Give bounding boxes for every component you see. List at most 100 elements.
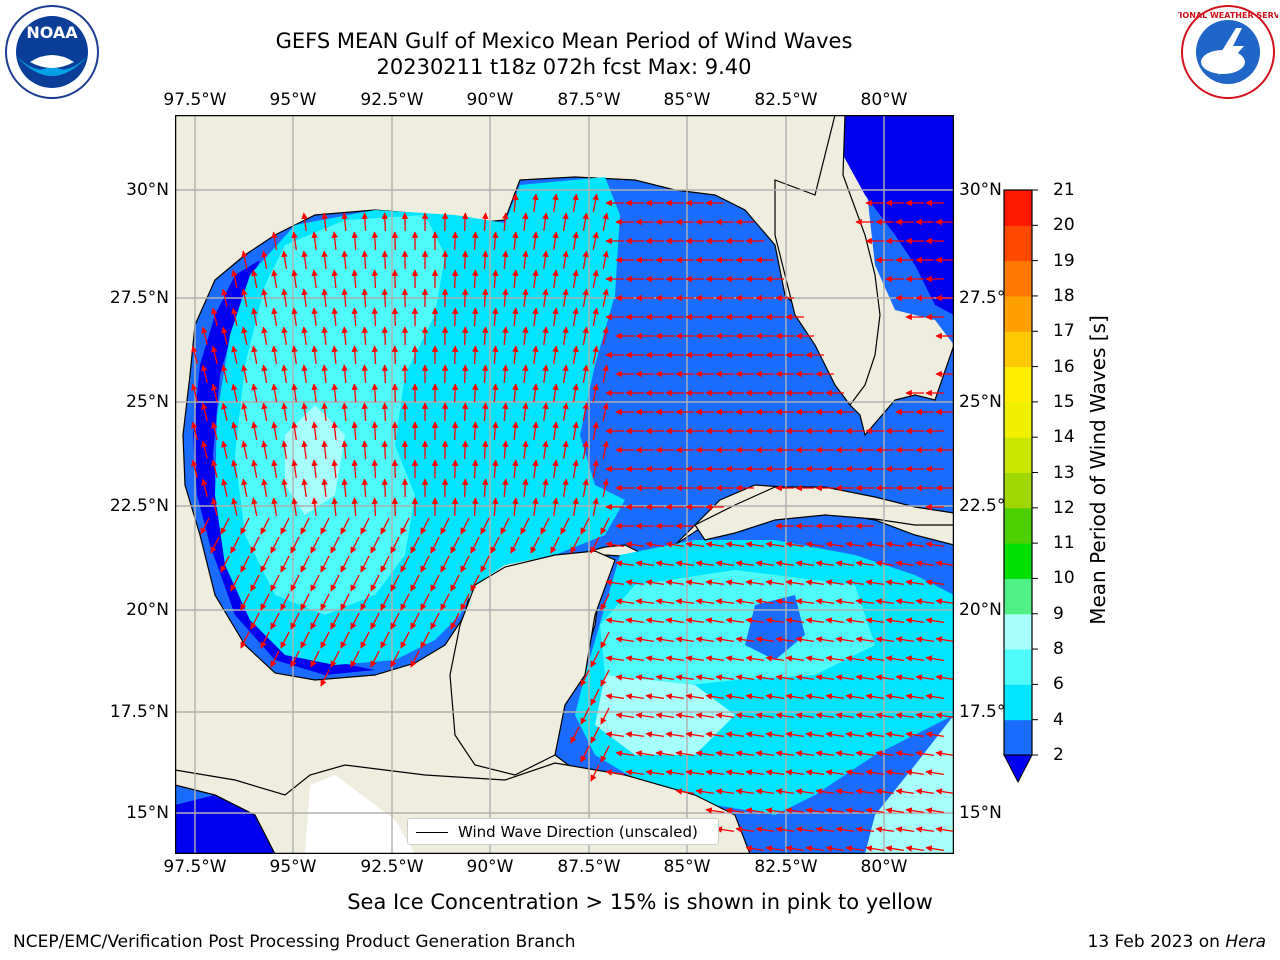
wind-arrow xyxy=(341,402,348,422)
wind-arrow xyxy=(905,617,924,624)
wind-arrow xyxy=(655,636,674,643)
wind-arrow xyxy=(655,712,674,719)
wind-arrow xyxy=(600,669,610,687)
wind-arrow xyxy=(291,497,298,516)
wind-arrow xyxy=(572,497,579,516)
colorbar-tick-label: 15 xyxy=(1053,391,1075,412)
wind-arrow xyxy=(715,788,734,795)
wind-arrow xyxy=(221,478,228,497)
wind-arrow xyxy=(590,764,600,782)
colorbar-tick-label: 6 xyxy=(1053,674,1064,695)
wind-arrow xyxy=(605,655,624,662)
wind-arrow xyxy=(590,650,600,668)
wind-arrow xyxy=(552,231,559,250)
wind-arrow xyxy=(835,636,854,643)
wind-arrow xyxy=(351,345,358,365)
wind-arrow xyxy=(915,674,934,681)
wind-arrow xyxy=(542,326,549,346)
wind-arrow xyxy=(795,788,814,795)
wind-arrow xyxy=(301,288,308,308)
wind-arrow xyxy=(685,541,704,548)
colorbar-tick-label: 21 xyxy=(1053,180,1075,200)
wind-arrow xyxy=(905,579,924,586)
wind-arrow xyxy=(321,364,328,384)
wind-arrow xyxy=(725,541,744,548)
wind-arrow xyxy=(331,459,338,479)
wind-arrow xyxy=(250,574,260,592)
wind-arrow xyxy=(271,307,278,326)
wind-arrow xyxy=(845,579,864,586)
wind-arrow xyxy=(582,364,589,383)
wind-arrow xyxy=(592,383,599,402)
wind-arrow xyxy=(430,536,440,554)
wind-arrow xyxy=(645,579,664,586)
wind-arrow xyxy=(522,250,529,270)
colorbar-extend-arrow xyxy=(1003,754,1033,784)
wind-arrow xyxy=(532,345,539,365)
wind-arrow xyxy=(815,712,834,719)
wind-arrow xyxy=(635,712,654,719)
wind-arrow xyxy=(755,750,774,757)
wind-arrow xyxy=(471,307,479,327)
wind-arrow xyxy=(865,655,884,662)
wind-arrow xyxy=(320,669,330,687)
wind-arrow xyxy=(260,555,270,573)
wind-arrow xyxy=(381,478,389,498)
colorbar-tick-label: 9 xyxy=(1053,603,1064,624)
wind-arrow xyxy=(925,579,944,586)
wind-arrow xyxy=(665,693,684,700)
wind-arrow xyxy=(825,579,844,586)
wind-arrow xyxy=(590,726,600,744)
wind-arrow xyxy=(675,598,694,605)
wind-arrow xyxy=(381,364,389,384)
wind-arrow xyxy=(211,497,218,516)
wind-arrow xyxy=(580,745,590,763)
wind-arrow xyxy=(391,421,399,441)
wind-arrow xyxy=(451,459,459,479)
wind-arrow xyxy=(602,478,609,497)
wind-arrow xyxy=(685,731,704,738)
wind-arrow xyxy=(321,402,328,422)
wind-arrow xyxy=(885,807,904,814)
wind-arrow xyxy=(865,541,884,548)
wind-arrow xyxy=(905,693,924,700)
wind-arrow xyxy=(582,326,589,345)
wind-arrow xyxy=(825,807,844,814)
wind-arrow xyxy=(311,459,318,479)
wind-arrow xyxy=(532,421,539,441)
wind-arrow xyxy=(572,345,579,364)
wind-arrow xyxy=(552,345,559,364)
wind-arrow xyxy=(745,579,764,586)
wind-arrow xyxy=(281,440,288,459)
wind-arrow xyxy=(815,788,834,795)
wind-arrow xyxy=(725,655,744,662)
wind-arrow xyxy=(241,440,248,459)
wind-arrow xyxy=(450,536,460,554)
wind-arrow xyxy=(271,421,278,440)
wind-arrow xyxy=(825,541,844,548)
wind-arrow xyxy=(391,497,399,517)
wind-arrow xyxy=(775,636,794,643)
wind-arrow xyxy=(725,769,744,776)
wind-arrow xyxy=(895,598,914,605)
lon-label: 97.5°W xyxy=(163,857,227,877)
wind-arrow xyxy=(451,497,459,517)
colorbar-segment xyxy=(1004,543,1032,579)
wind-arrow xyxy=(675,674,694,681)
wind-arrow xyxy=(502,212,509,232)
wind-arrow xyxy=(592,193,599,212)
wind-arrow xyxy=(552,497,559,516)
colorbar-label: Mean Period of Wind Waves [s] xyxy=(1086,315,1110,625)
wind-arrow xyxy=(201,440,208,459)
wind-arrow xyxy=(590,688,600,706)
wind-arrow xyxy=(542,402,549,422)
wind-arrow xyxy=(311,421,318,441)
wind-arrow xyxy=(471,231,479,251)
wind-arrow xyxy=(875,636,894,643)
wind-arrow xyxy=(695,788,714,795)
wind-arrow xyxy=(615,560,634,567)
wind-arrow xyxy=(580,707,590,725)
wind-arrow xyxy=(735,826,754,833)
wind-arrow xyxy=(665,579,684,586)
wind-arrow xyxy=(492,497,499,517)
